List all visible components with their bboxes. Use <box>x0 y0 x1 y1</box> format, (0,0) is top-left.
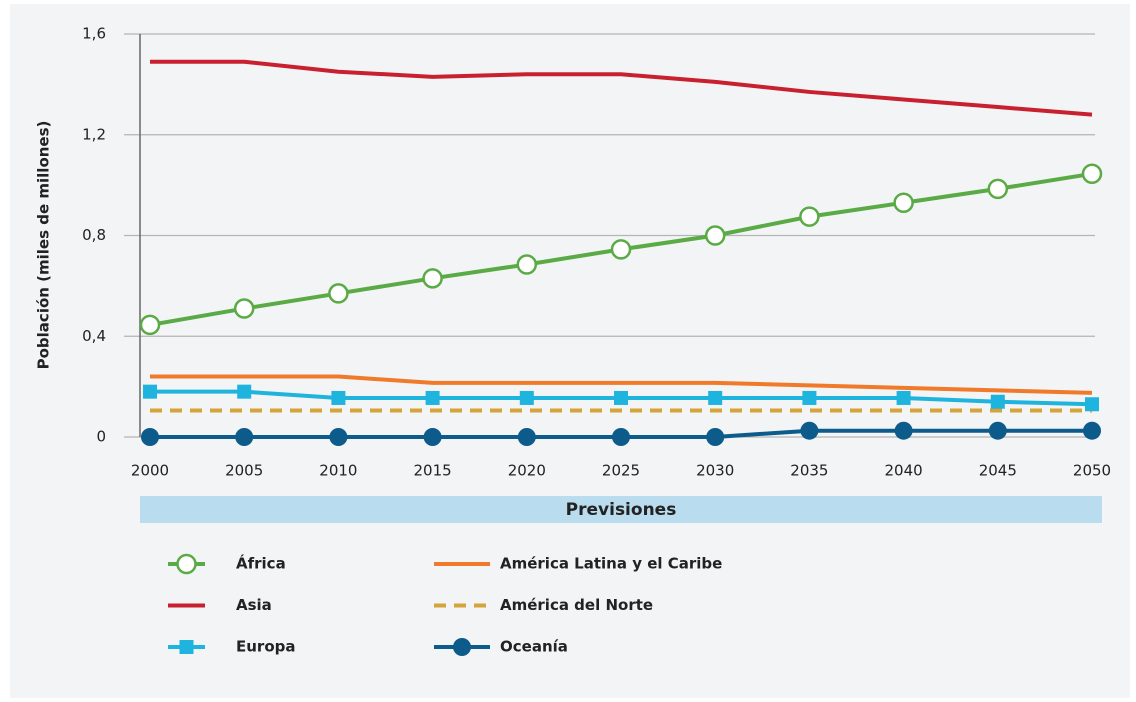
data-point <box>708 390 723 405</box>
data-point <box>612 428 630 446</box>
x-tick-label: 2040 <box>885 462 923 480</box>
data-point <box>329 428 348 446</box>
x-tick-label: 2025 <box>602 462 640 480</box>
data-point <box>894 421 913 440</box>
data-point <box>614 390 628 405</box>
data-point <box>519 390 534 405</box>
data-point <box>425 390 440 405</box>
legend-label: Asia <box>236 596 272 614</box>
data-point <box>896 390 911 405</box>
data-point <box>423 428 442 446</box>
x-tick-label: 2010 <box>319 462 357 480</box>
data-point <box>328 283 349 304</box>
forecast-band <box>140 496 1102 523</box>
data-point <box>1081 163 1103 185</box>
data-point <box>235 428 254 446</box>
series-line <box>150 59 1093 117</box>
y-tick-label: 0,8 <box>82 226 106 244</box>
y-tick-label: 0 <box>96 428 106 446</box>
x-tick-label: 2045 <box>979 462 1017 480</box>
x-tick-label: 2050 <box>1073 462 1111 480</box>
data-point <box>516 254 538 275</box>
forecast-label: Previsiones <box>566 500 677 520</box>
data-point <box>517 428 536 446</box>
y-tick-label: 1,6 <box>82 25 106 43</box>
x-tick-label: 2030 <box>696 462 734 480</box>
data-point <box>990 394 1005 409</box>
data-point <box>799 206 820 227</box>
legend-marker <box>179 640 194 654</box>
y-tick-label: 0,4 <box>82 327 106 345</box>
data-point <box>233 298 255 319</box>
x-tick-label: 2015 <box>414 462 452 480</box>
data-point <box>1083 421 1101 440</box>
data-point <box>139 314 161 336</box>
legend-marker <box>176 553 197 575</box>
background <box>10 4 1130 698</box>
x-tick-label: 2005 <box>225 462 263 480</box>
data-point <box>802 390 817 405</box>
legend-label: Europa <box>236 638 296 656</box>
legend-label: Oceanía <box>500 638 568 656</box>
data-point <box>706 428 725 446</box>
data-point <box>988 421 1007 440</box>
y-tick-label: 1,2 <box>82 125 106 143</box>
legend-marker <box>453 638 471 656</box>
data-point <box>987 178 1009 200</box>
data-point <box>141 428 159 446</box>
x-tick-label: 2020 <box>508 462 546 480</box>
data-point <box>422 268 443 289</box>
legend-label: África <box>236 554 286 573</box>
data-point <box>704 225 726 246</box>
data-point <box>800 421 819 440</box>
series-line <box>150 374 1093 395</box>
data-point <box>1085 397 1099 412</box>
x-tick-label: 2000 <box>131 462 169 480</box>
data-point <box>610 239 632 260</box>
y-axis-label: Población (miles de millones) <box>35 121 53 370</box>
data-point <box>893 192 914 214</box>
data-point <box>331 390 346 405</box>
legend-label: América del Norte <box>500 596 653 614</box>
data-point <box>143 384 157 399</box>
data-point <box>237 384 252 399</box>
legend-label: América Latina y el Caribe <box>500 555 722 573</box>
x-tick-label: 2035 <box>790 462 828 480</box>
